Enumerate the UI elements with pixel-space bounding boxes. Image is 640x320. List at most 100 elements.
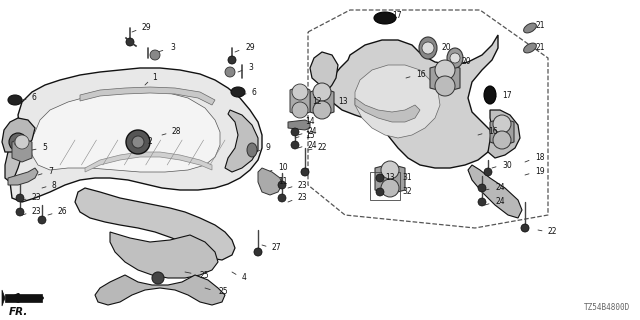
Circle shape [16, 208, 24, 216]
Text: 4: 4 [242, 274, 247, 283]
Text: 29: 29 [142, 23, 152, 33]
Text: 5: 5 [42, 143, 47, 153]
Circle shape [313, 101, 331, 119]
Text: 24: 24 [308, 140, 317, 149]
Circle shape [278, 181, 286, 189]
Text: 6: 6 [32, 93, 37, 102]
Circle shape [38, 216, 46, 224]
Circle shape [478, 184, 486, 192]
Text: 9: 9 [265, 143, 270, 153]
Text: 17: 17 [502, 91, 511, 100]
Circle shape [15, 135, 29, 149]
Text: 24: 24 [308, 127, 317, 137]
Ellipse shape [524, 23, 536, 33]
Text: 24: 24 [495, 197, 504, 206]
Text: 13: 13 [385, 173, 395, 182]
Polygon shape [375, 164, 405, 194]
Text: 20: 20 [462, 58, 472, 67]
Circle shape [376, 174, 384, 182]
Polygon shape [288, 120, 310, 130]
Circle shape [278, 194, 286, 202]
Circle shape [435, 60, 455, 80]
Polygon shape [225, 110, 258, 172]
Text: 14: 14 [305, 117, 315, 126]
Circle shape [225, 67, 235, 77]
Ellipse shape [8, 95, 22, 105]
Ellipse shape [524, 43, 536, 53]
Circle shape [493, 131, 511, 149]
Polygon shape [488, 110, 520, 158]
Circle shape [228, 56, 236, 64]
Ellipse shape [374, 12, 396, 24]
Text: 25: 25 [218, 287, 228, 297]
Circle shape [301, 168, 309, 176]
Circle shape [291, 128, 299, 136]
Circle shape [422, 42, 434, 54]
Ellipse shape [231, 87, 245, 97]
Polygon shape [290, 86, 310, 116]
Text: 17: 17 [392, 11, 402, 20]
Circle shape [484, 168, 492, 176]
Text: 25: 25 [200, 270, 210, 279]
Polygon shape [2, 290, 5, 306]
Circle shape [521, 224, 529, 232]
Text: 11: 11 [278, 178, 287, 187]
Circle shape [9, 133, 27, 151]
Polygon shape [12, 138, 32, 162]
Polygon shape [355, 65, 440, 138]
Circle shape [16, 194, 24, 202]
Polygon shape [8, 168, 38, 185]
Circle shape [381, 161, 399, 179]
Polygon shape [258, 168, 282, 195]
Text: 27: 27 [272, 244, 282, 252]
Polygon shape [80, 87, 215, 105]
Circle shape [313, 83, 331, 101]
Text: 28: 28 [172, 127, 182, 137]
Text: 21: 21 [535, 20, 545, 29]
Text: 18: 18 [535, 154, 545, 163]
Text: 22: 22 [548, 228, 557, 236]
Text: 1: 1 [152, 74, 157, 83]
Text: 30: 30 [502, 161, 512, 170]
Text: 29: 29 [245, 44, 255, 52]
Circle shape [292, 84, 308, 100]
Circle shape [381, 179, 399, 197]
Circle shape [493, 115, 511, 133]
Circle shape [450, 53, 460, 63]
Text: 2: 2 [148, 138, 153, 147]
Circle shape [292, 102, 308, 118]
Polygon shape [490, 118, 514, 146]
Circle shape [126, 130, 150, 154]
Polygon shape [95, 275, 225, 305]
Ellipse shape [419, 37, 437, 59]
Polygon shape [430, 64, 460, 92]
Polygon shape [75, 188, 235, 260]
Circle shape [478, 198, 486, 206]
Polygon shape [468, 165, 522, 218]
Ellipse shape [484, 86, 496, 104]
Text: 31: 31 [402, 173, 412, 182]
Text: 3: 3 [170, 44, 175, 52]
Polygon shape [30, 90, 220, 172]
Text: 21: 21 [535, 44, 545, 52]
Polygon shape [5, 294, 42, 302]
Polygon shape [355, 98, 420, 122]
Ellipse shape [247, 143, 257, 157]
Text: 32: 32 [402, 188, 412, 196]
Text: 23: 23 [298, 194, 308, 203]
Circle shape [254, 248, 262, 256]
Polygon shape [328, 35, 498, 168]
Text: 26: 26 [58, 207, 68, 217]
Circle shape [132, 136, 144, 148]
Circle shape [376, 188, 384, 196]
Circle shape [435, 76, 455, 96]
Polygon shape [310, 52, 338, 90]
Ellipse shape [447, 48, 463, 68]
Text: 23: 23 [32, 207, 42, 217]
Polygon shape [5, 122, 30, 182]
Text: 8: 8 [52, 180, 57, 189]
Polygon shape [110, 232, 218, 278]
Text: 22: 22 [318, 143, 328, 153]
Text: 7: 7 [48, 167, 53, 177]
Circle shape [126, 38, 134, 46]
